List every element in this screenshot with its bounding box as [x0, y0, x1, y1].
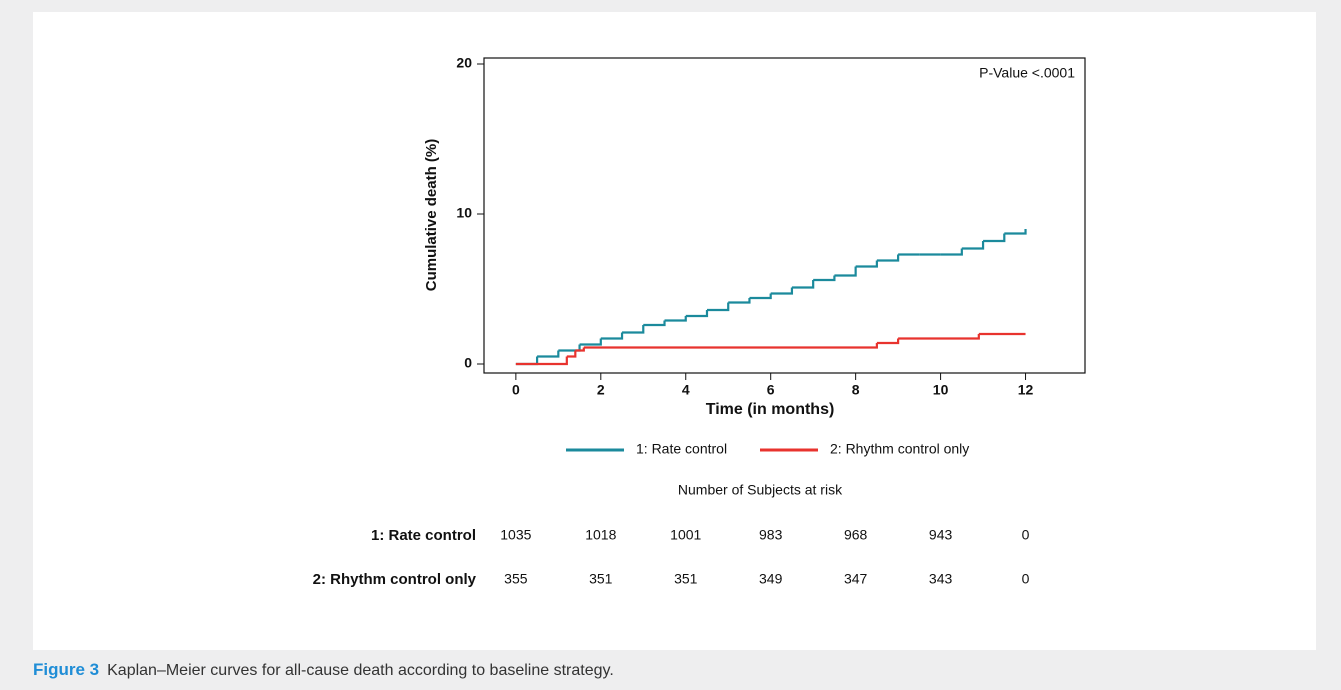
risk-value: 351	[589, 571, 613, 587]
y-tick-label: 0	[464, 355, 472, 371]
step-segment	[600, 332, 624, 340]
risk-row-label: 2: Rhythm control only	[313, 571, 477, 588]
step-segment	[1004, 229, 1027, 235]
risk-value: 1001	[670, 527, 701, 543]
step-segment	[515, 356, 568, 366]
step-segment	[728, 298, 751, 304]
x-tick-label: 2	[597, 382, 605, 398]
risk-value: 349	[759, 571, 783, 587]
step-segment	[898, 334, 980, 340]
step-segment	[876, 254, 900, 262]
y-tick-label: 20	[456, 55, 472, 71]
y-tick-label: 10	[456, 205, 472, 221]
step-segment	[770, 287, 794, 295]
risk-value: 1018	[585, 527, 616, 543]
x-axis-label: Time (in months)	[706, 401, 835, 418]
x-tick-label: 4	[682, 382, 690, 398]
x-tick-label: 8	[852, 382, 860, 398]
step-segment	[537, 350, 560, 358]
x-tick-label: 6	[767, 382, 775, 398]
legend-label: 1: Rate control	[636, 441, 727, 457]
step-segment	[749, 293, 772, 300]
step-segment	[583, 343, 878, 349]
risk-value: 351	[674, 571, 698, 587]
risk-value: 0	[1022, 527, 1030, 543]
step-segment	[664, 316, 687, 322]
x-tick-label: 12	[1018, 382, 1034, 398]
step-segment	[643, 320, 666, 327]
plot-frame	[483, 57, 1086, 374]
step-segment	[685, 310, 709, 318]
step-segment	[961, 241, 985, 250]
x-tick-label: 10	[933, 382, 949, 398]
risk-row-label: 1: Rate control	[371, 527, 476, 544]
risk-value: 943	[929, 527, 953, 543]
risk-value: 1035	[500, 527, 531, 543]
step-segment	[983, 233, 1006, 243]
panel	[33, 12, 1316, 650]
step-segment	[834, 266, 857, 277]
step-segment	[876, 338, 900, 345]
risk-value: 355	[504, 571, 528, 587]
caption: Figure 3 Kaplan–Meier curves for all-caus…	[33, 660, 614, 679]
risk-table-title: Number of Subjects at risk	[678, 482, 843, 498]
step-segment	[791, 280, 815, 289]
p-value: P-Value <.0001	[979, 65, 1075, 81]
risk-value: 343	[929, 571, 953, 587]
step-segment	[940, 248, 963, 256]
step-segment	[566, 350, 577, 358]
step-segment	[855, 260, 878, 268]
caption-label: Figure 3	[33, 660, 99, 679]
caption-text: Kaplan–Meier curves for all-cause death …	[107, 662, 614, 679]
legend-label: 2: Rhythm control only	[830, 441, 969, 457]
step-segment	[706, 302, 730, 312]
risk-value: 983	[759, 527, 783, 543]
step-segment	[579, 338, 602, 346]
x-tick-label: 0	[512, 382, 520, 398]
risk-value: 0	[1022, 571, 1030, 587]
risk-value: 968	[844, 527, 868, 543]
step-segment	[813, 275, 836, 282]
y-axis-label: Cumulative death (%)	[423, 139, 440, 292]
risk-value: 347	[844, 571, 868, 587]
step-segment	[622, 325, 645, 334]
